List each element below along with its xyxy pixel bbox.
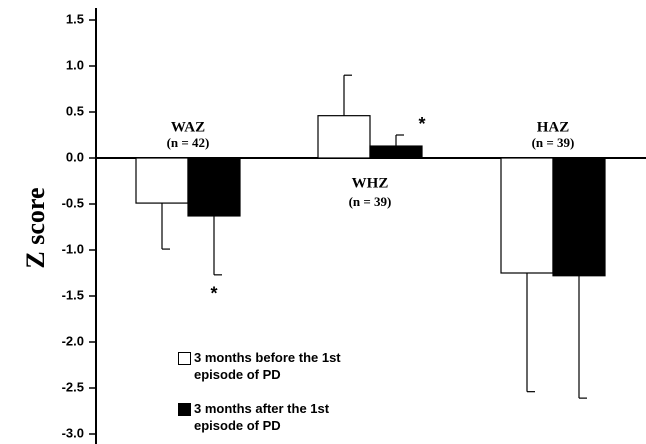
y-tick-label: 1.5 bbox=[66, 11, 84, 26]
category-note: (n = 39) bbox=[349, 194, 392, 209]
significance-marker: * bbox=[210, 284, 217, 304]
bar bbox=[500, 157, 554, 274]
category-label: WAZ bbox=[171, 119, 205, 135]
y-tick-label: -2.5 bbox=[62, 379, 84, 394]
y-tick-label: 0.0 bbox=[66, 149, 84, 164]
category-note: (n = 39) bbox=[532, 135, 575, 150]
bar bbox=[369, 145, 423, 159]
category-label: WHZ bbox=[352, 175, 389, 191]
y-tick-label: -1.5 bbox=[62, 287, 84, 302]
category-label: HAZ bbox=[537, 119, 570, 135]
y-tick-label: 1.0 bbox=[66, 57, 84, 72]
significance-marker: * bbox=[418, 114, 425, 134]
y-tick-label: -0.5 bbox=[62, 195, 84, 210]
y-tick-label: -1.0 bbox=[62, 241, 84, 256]
bar bbox=[552, 157, 606, 277]
legend-swatch bbox=[178, 352, 191, 365]
category-note: (n = 42) bbox=[167, 135, 210, 150]
bar bbox=[135, 157, 189, 204]
y-tick-label: -2.0 bbox=[62, 333, 84, 348]
y-tick-label: -3.0 bbox=[62, 425, 84, 440]
bar bbox=[187, 157, 241, 217]
bar bbox=[317, 115, 371, 159]
legend-label: 3 months after the 1st episode of PD bbox=[194, 401, 330, 433]
y-tick-label: 0.5 bbox=[66, 103, 84, 118]
legend-label: 3 months before the 1st episode of PD bbox=[194, 350, 341, 382]
y-axis-label: Z score bbox=[21, 187, 50, 268]
legend-swatch bbox=[178, 403, 191, 416]
